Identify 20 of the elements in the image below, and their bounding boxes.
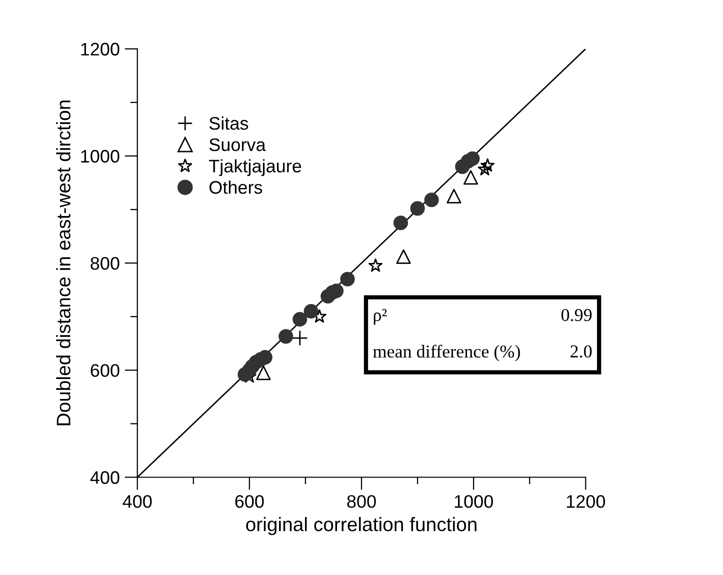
legend-label: Others — [209, 180, 262, 194]
y-tick-label: 600 — [90, 364, 120, 377]
annotation: 0.99 — [561, 308, 592, 322]
annotation: mean difference (%) — [373, 344, 520, 362]
x-tick-label: 400 — [122, 495, 152, 508]
y-tick-label: 1000 — [81, 150, 120, 163]
annotation: ρ² — [374, 309, 387, 325]
x-tick-label: 600 — [235, 495, 264, 508]
legend-label: Sitas — [209, 116, 248, 130]
annotation: 2.0 — [570, 345, 592, 358]
x-tick-label: 1200 — [566, 495, 606, 508]
legend-label: Suorva — [209, 138, 266, 152]
y-tick-label: 800 — [90, 256, 120, 270]
y-tick-label: 400 — [90, 471, 120, 484]
x-axis-title: original correlation function — [246, 517, 476, 536]
y-tick-label: 1200 — [81, 42, 120, 56]
y-axis-title: Doubled distance in east-west dirction — [56, 100, 70, 426]
x-tick-label: 1000 — [454, 495, 493, 508]
legend-label: Tjaktjajaure — [209, 159, 302, 176]
x-tick-label: 800 — [347, 495, 376, 508]
